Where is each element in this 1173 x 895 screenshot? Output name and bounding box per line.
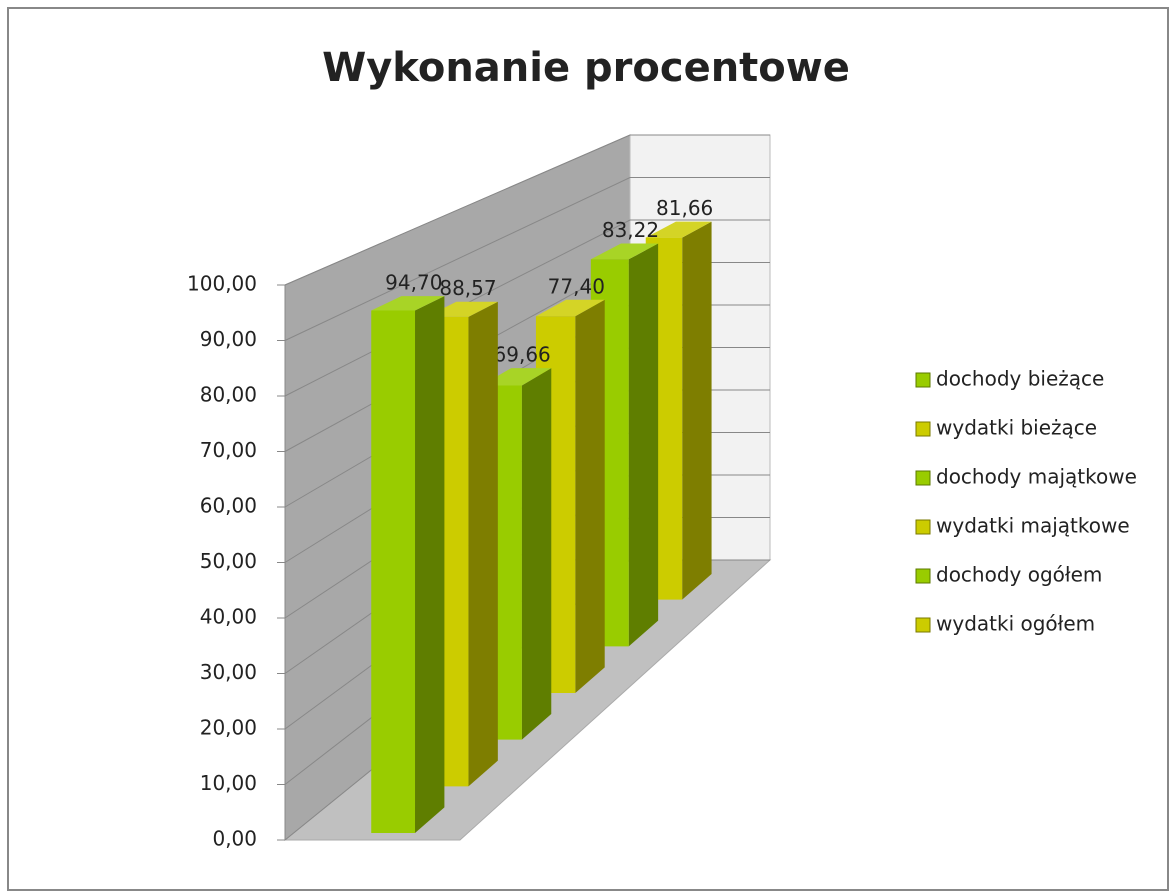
y-tick-label: 100,00 bbox=[187, 272, 257, 296]
y-tick-label: 30,00 bbox=[200, 660, 257, 684]
bar-side bbox=[628, 243, 659, 647]
y-tick-label: 90,00 bbox=[200, 327, 257, 351]
legend-swatch bbox=[915, 519, 931, 535]
data-label: 69,66 bbox=[494, 343, 551, 367]
y-tick-label: 40,00 bbox=[200, 605, 257, 629]
bar-side bbox=[521, 368, 552, 740]
legend-label: wydatki majątkowe bbox=[936, 514, 1130, 538]
bar-top bbox=[590, 243, 659, 260]
grid-line bbox=[284, 134, 770, 286]
y-tick-label: 80,00 bbox=[200, 383, 257, 407]
bar-side bbox=[575, 299, 605, 693]
y-tick-label: 70,00 bbox=[200, 438, 257, 462]
legend-swatch bbox=[915, 421, 931, 437]
legend-label: dochody majątkowe bbox=[936, 465, 1137, 489]
data-label: 83,22 bbox=[602, 218, 659, 242]
bar-side bbox=[415, 296, 445, 833]
y-tick-label: 10,00 bbox=[200, 771, 257, 795]
bar-top bbox=[371, 296, 445, 311]
data-label: 88,57 bbox=[439, 276, 496, 300]
data-label: 94,70 bbox=[385, 271, 442, 295]
legend-label: dochody ogółem bbox=[936, 563, 1102, 587]
legend-swatch bbox=[915, 372, 931, 388]
y-tick-label: 60,00 bbox=[200, 494, 257, 518]
y-tick-label: 0,00 bbox=[212, 827, 257, 851]
grid-line bbox=[284, 177, 770, 341]
legend-label: wydatki bieżące bbox=[936, 416, 1097, 440]
bar-front bbox=[371, 310, 416, 833]
legend-swatch bbox=[915, 617, 931, 633]
bar bbox=[371, 296, 445, 833]
data-label: 77,40 bbox=[548, 274, 605, 298]
bar-top bbox=[645, 221, 712, 238]
y-tick-label: 20,00 bbox=[200, 716, 257, 740]
bar-side bbox=[468, 301, 498, 787]
chart-title: Wykonanie procentowe bbox=[322, 45, 850, 91]
bar-top bbox=[535, 299, 605, 317]
legend-swatch bbox=[915, 568, 931, 584]
data-label: 81,66 bbox=[656, 196, 713, 220]
legend-label: wydatki ogółem bbox=[936, 612, 1095, 636]
bar-side bbox=[682, 221, 712, 600]
legend-swatch bbox=[915, 470, 931, 486]
legend-label: dochody bieżące bbox=[936, 367, 1104, 391]
bar-top bbox=[481, 368, 552, 386]
y-tick-label: 50,00 bbox=[200, 549, 257, 573]
